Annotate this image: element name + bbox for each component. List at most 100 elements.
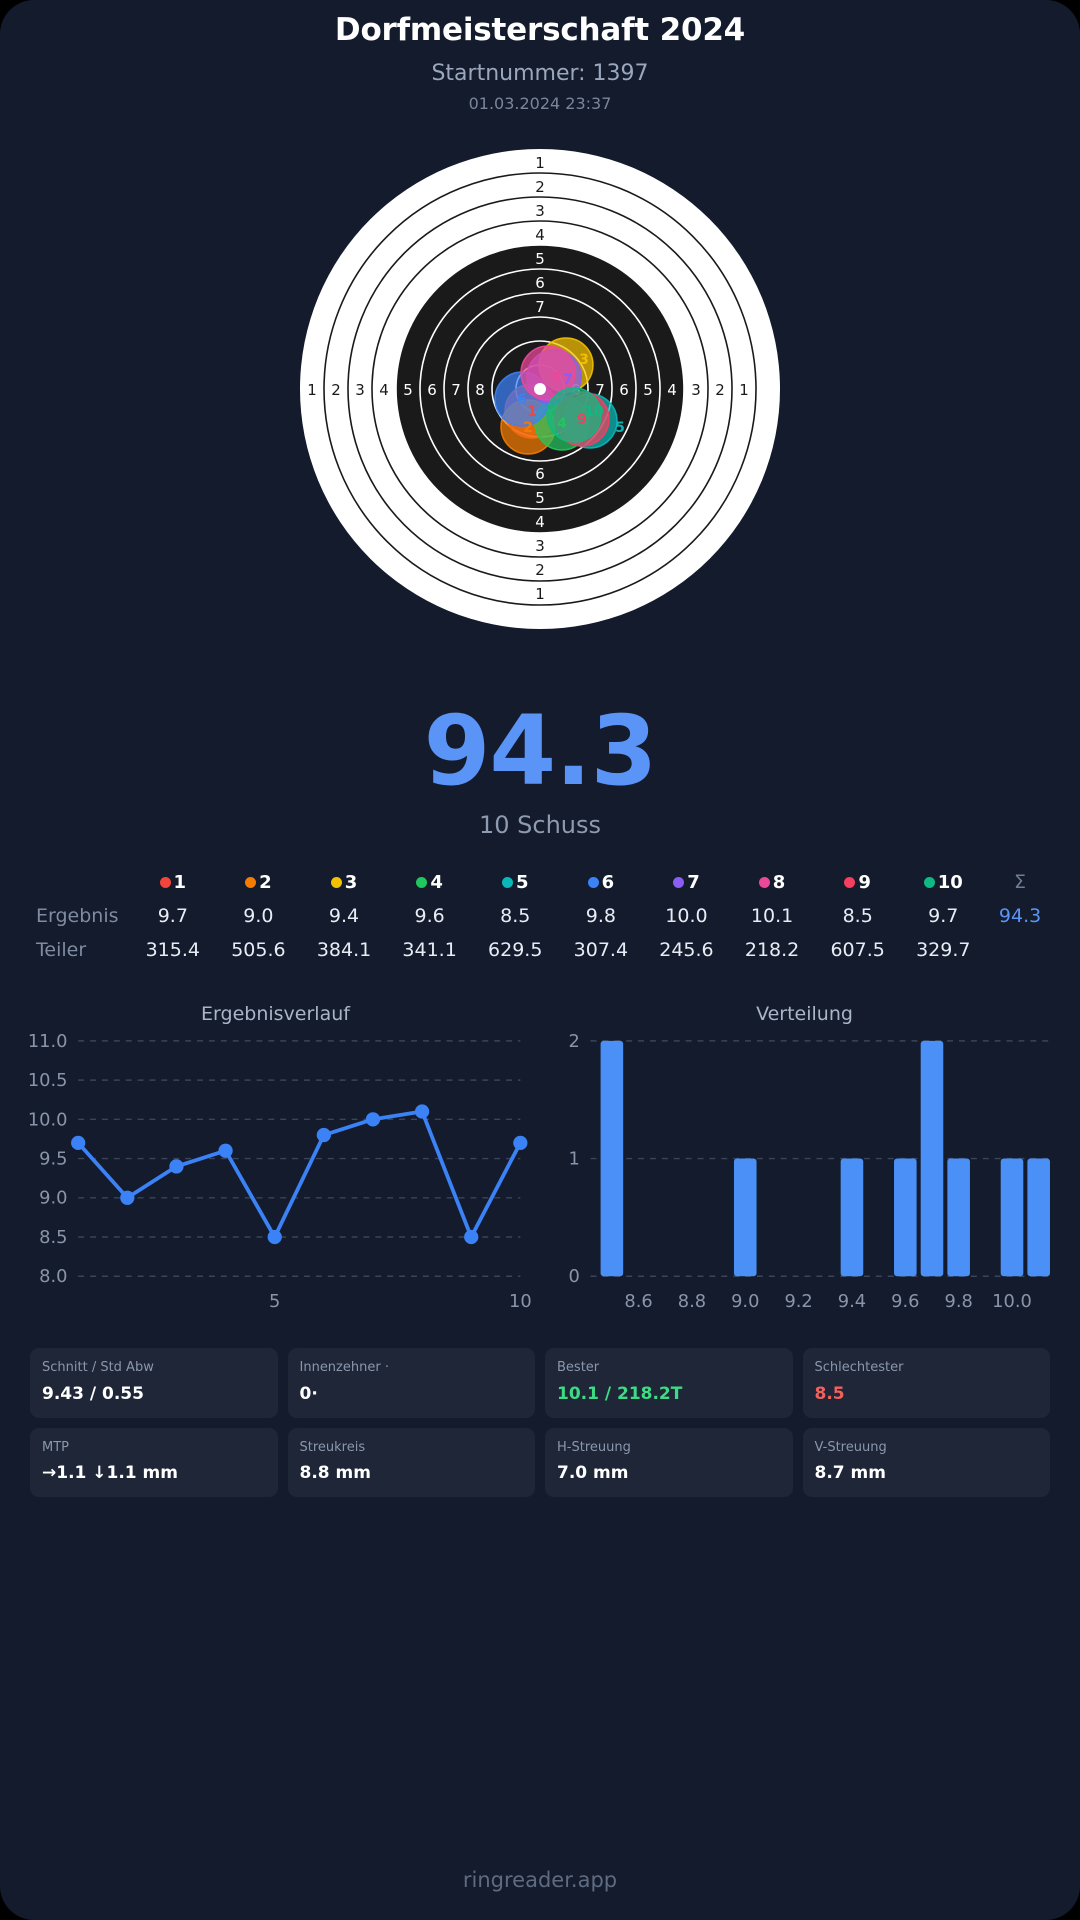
target-ring-label: 2 xyxy=(535,178,545,196)
legend-shot-10[interactable]: 10 xyxy=(900,865,986,899)
legend-shot-8[interactable]: 8 xyxy=(729,865,815,899)
stat-card[interactable]: Streukreis 8.8 mm xyxy=(287,1427,535,1497)
line-data-point[interactable] xyxy=(414,1104,430,1119)
sum-header: Σ xyxy=(1014,871,1027,894)
target-ring-label: 5 xyxy=(643,381,653,399)
y-axis-tick: 10.0 xyxy=(28,1110,68,1131)
stat-value: 10.1 / 218.2T xyxy=(557,1383,683,1404)
teiler-value: 629.5 xyxy=(488,939,543,962)
legend-shot-7[interactable]: 7 xyxy=(644,865,730,899)
stat-label: Bester xyxy=(557,1360,600,1376)
legend-label: 10 xyxy=(937,872,963,894)
x-axis-tick: 9.0 xyxy=(731,1291,759,1312)
target-ring-label: 1 xyxy=(307,381,317,399)
stat-card[interactable]: Schlechtester 8.5 xyxy=(802,1348,1050,1418)
stat-value: →1.1 ↓1.1 mm xyxy=(42,1462,178,1483)
chart-verteilung: Verteilung 0 1 2 8.6 8.8 9.0 9.2 9.4 9.6 9.8 10.0 xyxy=(543,1003,1066,1326)
bar[interactable] xyxy=(1000,1158,1024,1277)
target-ring-label: 7 xyxy=(595,381,605,399)
legend-dot-icon xyxy=(844,877,856,889)
target-ring-label: 4 xyxy=(535,513,545,531)
legend-shot-5[interactable]: 5 xyxy=(472,865,558,899)
teiler-value: 384.1 xyxy=(316,939,372,962)
legend-shot-6[interactable]: 6 xyxy=(558,865,644,899)
legend-label: 1 xyxy=(173,872,187,894)
legend-shot-2[interactable]: 2 xyxy=(216,865,302,899)
legend-dot-icon xyxy=(758,877,770,889)
table-row-teiler: Teiler 315.4 505.6 384.1 341.1 629.5 307.4 245… xyxy=(26,933,1054,967)
line-data-point[interactable] xyxy=(316,1128,331,1143)
legend-shot-3[interactable]: 3 xyxy=(301,865,387,899)
stat-label: MTP xyxy=(42,1439,69,1455)
target-ring-label: 4 xyxy=(379,381,389,399)
target-ring-label: 5 xyxy=(535,489,545,507)
line-data-point[interactable] xyxy=(71,1135,86,1151)
target-ring-label: 6 xyxy=(535,274,545,292)
ergebnis-value: 8.5 xyxy=(500,905,531,928)
target-ring-label: 1 xyxy=(739,381,749,399)
ergebnis-value: 10.0 xyxy=(665,905,708,928)
line-data-point[interactable] xyxy=(169,1159,184,1174)
bar-chart-svg[interactable]: 0 1 2 8.6 8.8 9.0 9.2 9.4 9.6 9.8 10.0 xyxy=(543,1029,1066,1326)
legend-dot-icon xyxy=(673,877,685,889)
legend-shot-9[interactable]: 9 xyxy=(815,865,901,899)
stat-label: Schlechtester xyxy=(814,1360,904,1376)
bar[interactable] xyxy=(920,1041,944,1277)
legend-dot-icon xyxy=(587,877,599,889)
line-data-point[interactable] xyxy=(267,1230,282,1245)
target-center-dot xyxy=(534,383,546,396)
x-axis-tick: 9.4 xyxy=(838,1291,866,1312)
target-ring-label: 3 xyxy=(535,537,545,555)
target-ring-label: 6 xyxy=(427,381,437,399)
legend-shot-1[interactable]: 1 xyxy=(130,865,216,899)
shot-label: 10 xyxy=(584,404,604,420)
bar[interactable] xyxy=(840,1158,864,1277)
legend-label: 4 xyxy=(430,872,443,894)
stat-card[interactable]: H-Streuung 7.0 mm xyxy=(545,1427,793,1497)
stat-card[interactable]: Innenzehner · 0· xyxy=(287,1348,535,1418)
stat-value: 8.8 mm xyxy=(299,1462,371,1483)
y-axis-tick: 9.0 xyxy=(39,1188,67,1209)
bar[interactable] xyxy=(894,1158,917,1277)
stat-card[interactable]: V-Streuung 8.7 mm xyxy=(802,1427,1050,1497)
stat-card[interactable]: Bester 10.1 / 218.2T xyxy=(545,1348,793,1418)
shot-marker[interactable] xyxy=(520,345,576,401)
teiler-value: 218.2 xyxy=(744,939,800,962)
teiler-value: 607.5 xyxy=(830,939,885,962)
bar[interactable] xyxy=(600,1041,624,1277)
total-score: 94.3 xyxy=(423,695,658,808)
line-chart-svg[interactable]: 8.0 8.5 9.0 9.5 10.0 10.5 11.0 5 10 xyxy=(14,1029,537,1326)
stat-label: Schnitt / Std Abw xyxy=(42,1360,154,1376)
stat-value: 8.7 mm xyxy=(814,1462,886,1483)
target-container: 1234567654321123456788765432112345678910 xyxy=(0,129,1080,649)
legend-shot-4[interactable]: 4 xyxy=(387,865,473,899)
line-data-point[interactable] xyxy=(218,1143,233,1159)
legend-dot-icon xyxy=(159,877,171,889)
x-axis-tick: 8.6 xyxy=(624,1291,652,1312)
target-ring-label: 2 xyxy=(331,381,341,399)
ergebnis-value: 9.6 xyxy=(414,905,445,928)
line-data-point[interactable] xyxy=(464,1230,479,1245)
ergebnis-value: 9.7 xyxy=(157,905,188,928)
stat-card[interactable]: Schnitt / Std Abw 9.43 / 0.55 xyxy=(30,1348,278,1418)
bar[interactable] xyxy=(1027,1158,1050,1277)
teiler-value: 315.4 xyxy=(145,939,200,962)
stat-card[interactable]: MTP →1.1 ↓1.1 mm xyxy=(30,1427,278,1497)
results-table: 1 2 3 4 5 6 7 8 9 10 Σ Ergebnis 9.7 9.0 9.4 9.6 8.5 9.8… xyxy=(26,865,1054,967)
stat-value: 9.43 / 0.55 xyxy=(42,1383,144,1404)
line-data-point[interactable] xyxy=(120,1190,135,1206)
bar[interactable] xyxy=(733,1158,757,1277)
line-data-point[interactable] xyxy=(365,1112,381,1127)
shot-marker[interactable] xyxy=(546,387,602,443)
legend-dot-icon xyxy=(416,877,428,889)
target-ring-label: 7 xyxy=(535,298,545,316)
bar[interactable] xyxy=(947,1158,970,1277)
target-ring-label: 2 xyxy=(535,561,545,579)
legend-dot-icon xyxy=(923,877,935,889)
line-data-point[interactable] xyxy=(513,1135,528,1151)
x-axis-tick: 10 xyxy=(509,1291,532,1312)
legend-label: 3 xyxy=(344,872,358,894)
sum-ergebnis: 94.3 xyxy=(998,905,1042,928)
shooting-target[interactable]: 1234567654321123456788765432112345678910 xyxy=(294,143,786,635)
